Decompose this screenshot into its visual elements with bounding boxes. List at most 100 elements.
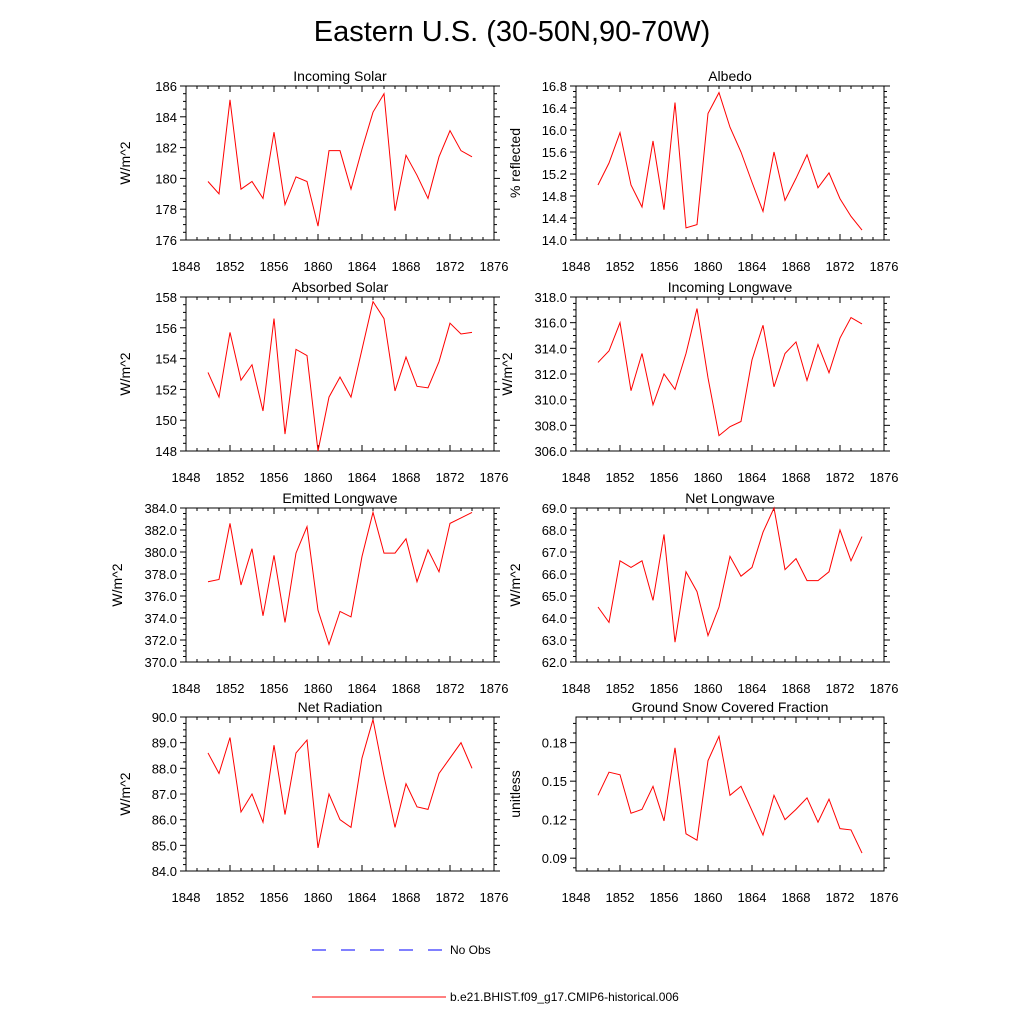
panel-title: Albedo <box>708 68 752 84</box>
y-tick-label: 68.0 <box>542 523 567 538</box>
series-line-ground-snow-covered-fraction <box>597 734 863 854</box>
x-tick-label: 1864 <box>348 890 377 905</box>
x-tick-label: 1868 <box>392 681 421 696</box>
y-tick-label: 15.6 <box>542 145 567 160</box>
y-axis-label: W/m^2 <box>109 563 125 606</box>
y-tick-label: 306.0 <box>534 444 567 459</box>
panel-net-longwave: Net Longwave 1848 1852 1856 1860 1864 1868 1872… <box>507 490 898 696</box>
x-tick-label: 1876 <box>870 890 899 905</box>
x-tick-label: 1864 <box>738 890 767 905</box>
x-tick-label: 1868 <box>392 890 421 905</box>
y-tick-label: 62.0 <box>542 655 567 670</box>
x-tick-label: 1848 <box>172 259 201 274</box>
x-tick-label: 1852 <box>216 890 245 905</box>
y-tick-label: 65.0 <box>542 589 567 604</box>
x-tick-label: 1856 <box>260 470 289 485</box>
x-tick-label: 1856 <box>650 259 679 274</box>
panel-title: Incoming Longwave <box>668 279 793 295</box>
legend-item-b-e21-bhist-f09-g17-cmip6-historical-006: b.e21.BHIST.f09_g17.CMIP6-historical.006 <box>312 990 679 1004</box>
x-tick-label: 1856 <box>260 259 289 274</box>
x-tick-label: 1864 <box>348 470 377 485</box>
x-tick-label: 1868 <box>392 470 421 485</box>
x-tick-label: 1856 <box>650 681 679 696</box>
x-tick-label: 1872 <box>436 259 465 274</box>
y-tick-label: 372.0 <box>144 633 177 648</box>
y-tick-label: 0.09 <box>542 851 567 866</box>
series-line-absorbed-solar <box>207 300 473 452</box>
x-tick-label: 1860 <box>694 681 723 696</box>
y-tick-label: 16.8 <box>542 79 567 94</box>
x-tick-label: 1852 <box>606 890 635 905</box>
x-tick-label: 1872 <box>436 890 465 905</box>
x-tick-label: 1848 <box>562 259 591 274</box>
y-tick-label: 0.18 <box>542 736 567 751</box>
x-tick-label: 1848 <box>562 890 591 905</box>
x-tick-label: 1872 <box>826 681 855 696</box>
y-tick-label: 178 <box>155 202 177 217</box>
x-tick-label: 1852 <box>216 681 245 696</box>
series-line-incoming-solar <box>207 92 473 227</box>
y-tick-label: 0.15 <box>542 774 567 789</box>
y-tick-label: 182 <box>155 141 177 156</box>
y-tick-label: 14.4 <box>542 211 567 226</box>
y-tick-label: 318.0 <box>534 290 567 305</box>
y-tick-label: 314.0 <box>534 341 567 356</box>
y-tick-label: 64.0 <box>542 611 567 626</box>
x-tick-label: 1852 <box>216 470 245 485</box>
x-tick-label: 1868 <box>782 890 811 905</box>
x-tick-label: 1864 <box>738 470 767 485</box>
y-tick-label: 86.0 <box>152 813 177 828</box>
y-tick-label: 85.0 <box>152 838 177 853</box>
plot-frame <box>185 85 495 241</box>
x-tick-label: 1856 <box>260 890 289 905</box>
y-tick-label: 150 <box>155 413 177 428</box>
x-tick-label: 1852 <box>606 470 635 485</box>
series-line-net-longwave <box>597 506 863 643</box>
legend: No Obs b.e21.BHIST.f09_g17.CMIP6-historic… <box>312 943 679 1004</box>
y-tick-label: 382.0 <box>144 523 177 538</box>
panel-title: Net Longwave <box>685 490 775 506</box>
y-tick-label: 370.0 <box>144 655 177 670</box>
y-axis-label: W/m^2 <box>507 563 523 606</box>
x-tick-label: 1872 <box>436 681 465 696</box>
plot-frame <box>185 296 495 452</box>
y-axis-label: W/m^2 <box>499 352 515 395</box>
x-tick-label: 1848 <box>562 681 591 696</box>
x-tick-label: 1860 <box>694 890 723 905</box>
y-tick-label: 184 <box>155 110 177 125</box>
x-tick-label: 1856 <box>260 681 289 696</box>
panel-albedo: Albedo 1848 1852 1856 1860 1864 1868 1872 1876 14… <box>507 68 898 274</box>
x-tick-label: 1876 <box>870 470 899 485</box>
y-tick-label: 186 <box>155 79 177 94</box>
x-tick-label: 1872 <box>826 890 855 905</box>
panel-title: Incoming Solar <box>293 68 387 84</box>
panel-ground-snow-covered-fraction: Ground Snow Covered Fraction 1848 1852 1856… <box>507 699 898 905</box>
x-tick-label: 1852 <box>606 259 635 274</box>
x-tick-label: 1860 <box>304 259 333 274</box>
y-tick-label: 148 <box>155 444 177 459</box>
x-tick-label: 1848 <box>172 681 201 696</box>
y-axis-label: % reflected <box>507 128 523 198</box>
plot-frame <box>575 507 885 663</box>
y-axis-label: unitless <box>507 770 523 817</box>
y-tick-label: 158 <box>155 290 177 305</box>
y-axis-label: W/m^2 <box>117 772 133 815</box>
x-tick-label: 1856 <box>650 890 679 905</box>
y-tick-label: 176 <box>155 233 177 248</box>
y-tick-label: 69.0 <box>542 501 567 516</box>
y-tick-label: 316.0 <box>534 316 567 331</box>
x-tick-label: 1876 <box>480 470 509 485</box>
x-tick-label: 1864 <box>738 681 767 696</box>
panel-incoming-longwave: Incoming Longwave 1848 1852 1856 1860 1864 186… <box>499 279 898 485</box>
x-tick-label: 1848 <box>172 890 201 905</box>
panel-title: Emitted Longwave <box>282 490 397 506</box>
legend-label: b.e21.BHIST.f09_g17.CMIP6-historical.006 <box>450 990 679 1004</box>
x-tick-label: 1856 <box>650 470 679 485</box>
x-tick-label: 1852 <box>606 681 635 696</box>
y-tick-label: 16.4 <box>542 101 567 116</box>
x-tick-label: 1860 <box>304 890 333 905</box>
panel-net-radiation: Net Radiation 1848 1852 1856 1860 1864 1868 187… <box>117 699 508 905</box>
x-tick-label: 1872 <box>826 470 855 485</box>
x-tick-label: 1860 <box>304 681 333 696</box>
